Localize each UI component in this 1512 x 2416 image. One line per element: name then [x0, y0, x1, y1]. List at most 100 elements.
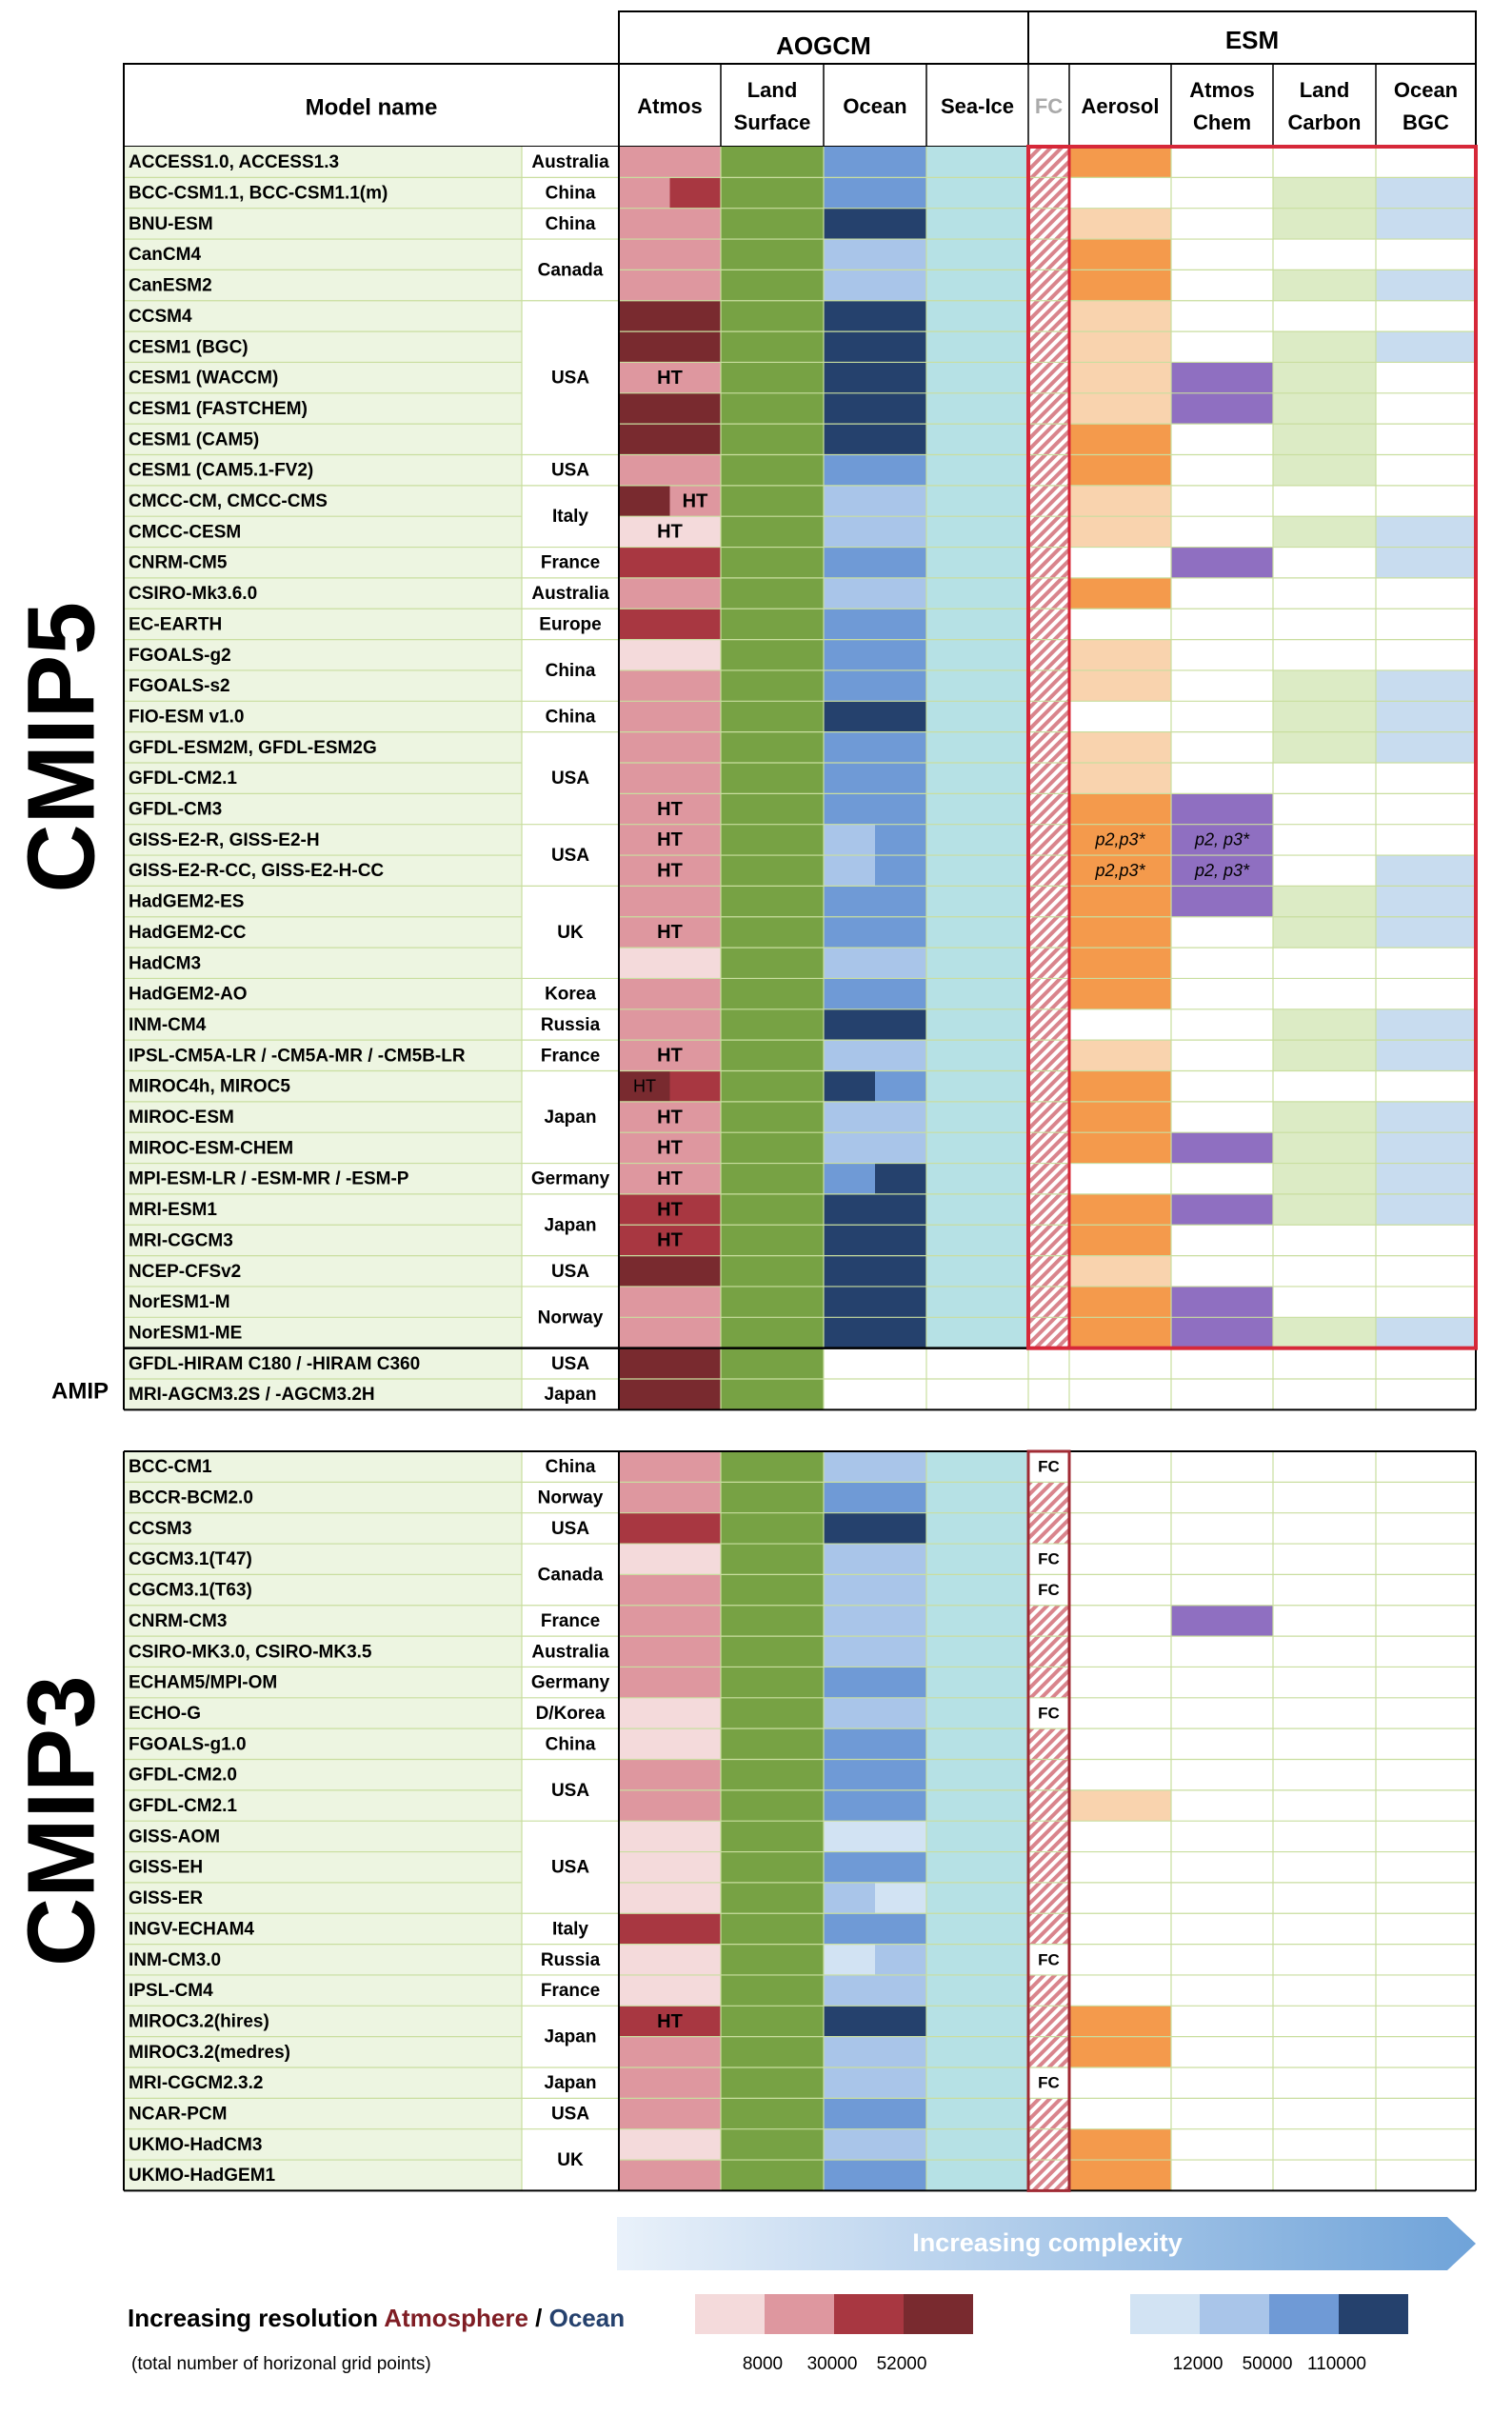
atmos-ht-label: HT: [657, 922, 683, 943]
aerosol-cell: [1069, 1728, 1171, 1760]
model-name: MRI-CGCM2.3.2: [129, 2073, 263, 2093]
ocean-bgc-cell: [1376, 147, 1476, 178]
model-name: MIROC-ESM-CHEM: [129, 1138, 293, 1158]
model-name: UKMO-HadCM3: [129, 2135, 262, 2155]
country-label: UK: [557, 2150, 584, 2170]
cmip5-row-bg: [124, 177, 522, 209]
aerosol-cell: [1069, 1697, 1171, 1729]
ocean-bgc-cell: [1376, 2098, 1476, 2129]
atmos-cell-a: [619, 177, 670, 209]
country-label: USA: [551, 769, 589, 789]
country-label: China: [546, 707, 596, 727]
model-name: CESM1 (BGC): [129, 337, 249, 357]
ocean-cell: [824, 1636, 926, 1667]
ocean-bgc-cell: [1376, 1132, 1476, 1164]
land-cell: [721, 331, 824, 363]
ocean-cell: [824, 1605, 926, 1637]
aerosol-cell: [1069, 208, 1171, 240]
fc-cell: [1028, 1697, 1069, 1729]
aerosol-note: p2,p3*: [1094, 830, 1145, 849]
model-name: FGOALS-g2: [129, 646, 231, 666]
ocean-bgc-cell: [1376, 331, 1476, 363]
land-cell: [721, 392, 824, 425]
ocean-bgc-cell: [1376, 2128, 1476, 2161]
cmip5-row-bg: [124, 886, 522, 917]
ocean-cell: [824, 1789, 926, 1822]
ocean-bgc-cell: [1376, 1193, 1476, 1226]
atmos-cell: [619, 1728, 721, 1760]
atmos-ht-label: HT: [657, 1199, 683, 1220]
aerosol-cell: [1069, 2128, 1171, 2161]
seaice-cell: [926, 1255, 1028, 1287]
ocean-cell: [824, 300, 926, 332]
atmos-cell: [619, 1255, 721, 1287]
ocean-cell-a: [824, 824, 875, 856]
model-name: HadGEM2-CC: [129, 923, 247, 943]
atmos-chem-cell: [1171, 1913, 1273, 1945]
model-name: BCCR-BCM2.0: [129, 1488, 253, 1508]
ocean-cell: [824, 2160, 926, 2191]
col-land-header: Surface: [734, 110, 811, 134]
ocean-bgc-cell: [1376, 855, 1476, 887]
atmos-cell: [619, 577, 721, 609]
fc-cell: [1028, 1574, 1069, 1606]
atmos-ht-label: HT: [657, 1138, 683, 1159]
seaice-cell: [926, 1193, 1028, 1226]
seaice-cell: [926, 701, 1028, 732]
land-carbon-cell: [1273, 701, 1376, 732]
land-cell: [721, 1913, 824, 1945]
atmos-cell: [619, 424, 721, 455]
ocean-bgc-cell: [1376, 424, 1476, 455]
atmos-chem-cell: [1171, 609, 1273, 640]
land-carbon-cell: [1273, 1728, 1376, 1760]
ocean-cell: [824, 392, 926, 425]
land-cell: [721, 147, 824, 178]
cmip3-row-bg: [124, 1574, 522, 1606]
atmos-cell: [619, 1163, 721, 1194]
cmip3-row-bg: [124, 1821, 522, 1852]
seaice-cell: [926, 516, 1028, 548]
ocean-bgc-cell: [1376, 948, 1476, 979]
atmos-cell: [619, 1882, 721, 1914]
atmos-cell: [619, 454, 721, 486]
atmos-cell-b: [669, 1070, 721, 1102]
col-land-header: Land: [747, 78, 798, 102]
cmip5-country-cell: [522, 701, 619, 732]
land-carbon-cell: [1273, 1317, 1376, 1348]
land-carbon-cell: [1273, 886, 1376, 917]
aerosol-cell: [1069, 362, 1171, 393]
ocean-bgc-cell: [1376, 485, 1476, 517]
land-carbon-cell: [1273, 978, 1376, 1009]
seaice-cell: [926, 609, 1028, 640]
ocean-bgc-cell: [1376, 1821, 1476, 1852]
model-name: GISS-E2-R-CC, GISS-E2-H-CC: [129, 861, 384, 881]
atmos-chem-cell: [1171, 701, 1273, 732]
col-aerosol-header: Aerosol: [1082, 94, 1160, 118]
cmip3-row-bg: [124, 2006, 522, 2037]
atmos-cell: [619, 362, 721, 393]
fc-hatch-cell: [1028, 1605, 1069, 1637]
atmos-chem-cell: [1171, 1255, 1273, 1287]
cmip5-row-bg: [124, 1101, 522, 1133]
seaice-cell: [926, 392, 1028, 425]
atmos-chem-cell: [1171, 239, 1273, 270]
model-name: CCSM3: [129, 1519, 192, 1539]
atmos-chem-cell: [1171, 639, 1273, 670]
ocean-cell: [824, 1255, 926, 1287]
ocean-bgc-cell: [1376, 639, 1476, 670]
cmip3-country-cell: [522, 1944, 619, 1975]
seaice-cell: [926, 916, 1028, 948]
land-carbon-cell: [1273, 916, 1376, 948]
land-carbon-cell: [1273, 392, 1376, 425]
model-name: INM-CM4: [129, 1015, 207, 1035]
aerosol-cell: [1069, 978, 1171, 1009]
cmip5-country-cell: [522, 1286, 619, 1348]
cmip5-row-bg: [124, 1225, 522, 1256]
ocean-bgc-cell: [1376, 547, 1476, 578]
cmip5-country-cell: [522, 1163, 619, 1194]
land-cell: [721, 300, 824, 332]
ocean-cell-b: [875, 1163, 926, 1194]
atmos-cell: [619, 2067, 721, 2099]
atmos-chem-cell: [1171, 1574, 1273, 1606]
land-carbon-cell: [1273, 147, 1376, 178]
